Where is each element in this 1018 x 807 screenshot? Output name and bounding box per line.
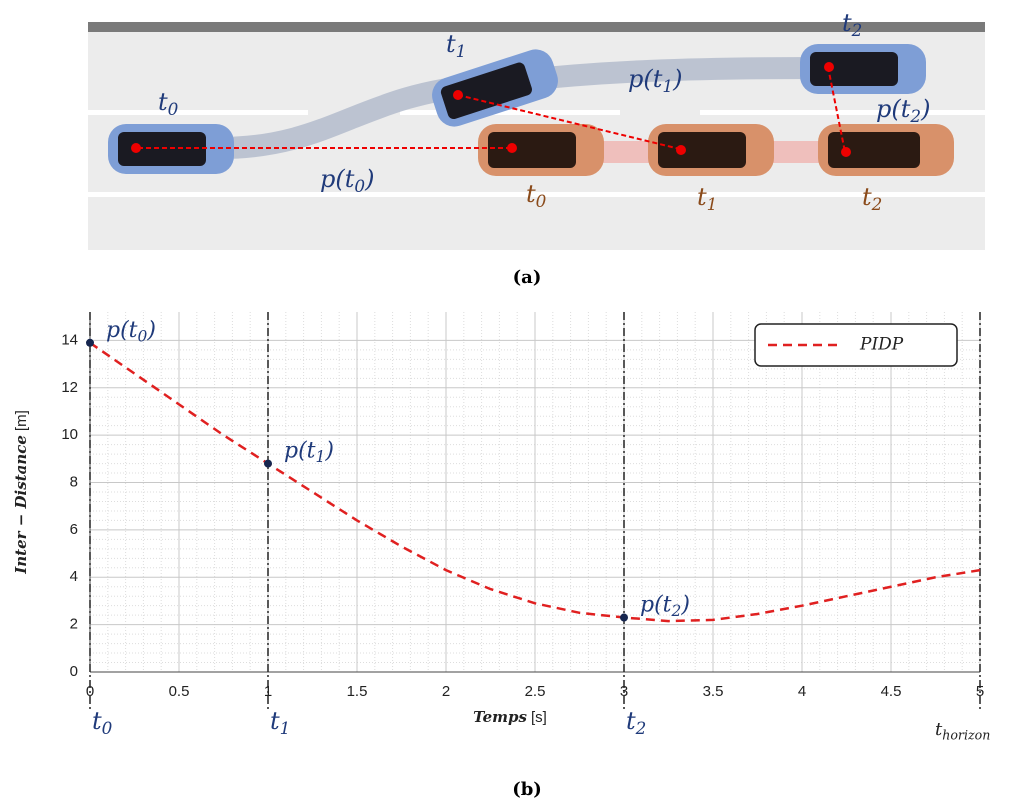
label-unit: [m] [13,410,30,431]
math-label: t2 [626,707,646,738]
label-sub: 2 [635,718,647,738]
x-tick-label: 1.5 [347,683,368,700]
distance-arrows [138,66,846,153]
label-sub: 0 [536,191,547,211]
lane-mark [400,110,620,115]
y-tick-label: 2 [70,616,78,633]
math-label: t0 [158,88,179,119]
label-sub: horizon [942,727,990,742]
y-tick-label: 4 [70,568,78,585]
caption: (b) [512,779,542,800]
road-edge [88,22,985,32]
math-label: t0 [92,707,113,738]
label-main: t [526,180,536,208]
label-sub: 1 [316,448,326,466]
math-label: t1 [270,707,290,738]
math-label: p(t0) [106,318,156,346]
label-after: ) [364,165,374,193]
x-tick-label: 0.5 [169,683,190,700]
orange-car [818,124,954,176]
series-line [89,341,981,623]
label-after: ) [324,439,334,464]
label-after: ) [920,95,930,123]
math-label: t2 [862,183,882,214]
math-label: p(t2) [640,593,690,621]
orange-car [648,124,774,176]
lane-mark [88,110,308,115]
label-unit: [s] [531,709,547,726]
x-tick-label: 3.5 [703,683,724,700]
point [264,459,272,468]
label-main: p(t [320,165,355,193]
label-main: t [697,183,707,211]
label-sub: 0 [354,176,365,196]
lane-mark [700,110,985,115]
label-main: p(t [640,593,672,618]
y-tick-label: 14 [61,331,78,348]
point [620,613,628,622]
x-axis-label: Temps [s] [473,708,547,726]
label-main: p(t [628,65,663,93]
x-tick-label: 2 [442,683,450,700]
blue-car [432,49,558,127]
label-main: Temps [473,708,527,726]
label-main: t [446,30,456,58]
label-main: t [92,707,102,735]
label-main: t [158,88,168,116]
math-label: t1 [446,30,466,61]
label-sub: 2 [671,602,682,620]
math-label: p(t0) [320,165,374,196]
label-sub: 0 [138,327,148,345]
math-label: t0 [526,180,547,211]
orange-car [478,124,604,176]
label-main: p(t [106,318,138,343]
x-tick-label: 2.5 [525,683,546,700]
label-main: t [842,9,852,37]
y-tick-label: 0 [70,663,78,680]
label-sub: 2 [871,194,883,214]
label-sub: 2 [851,20,863,40]
legend-box [754,323,958,367]
y-tick-label: 8 [70,473,78,490]
x-tick-label: 4 [798,683,806,700]
caption: (a) [513,267,542,288]
legend-label: PIDP [859,335,904,355]
label-sub: 0 [168,99,179,119]
label-sub: 0 [102,718,113,738]
label-after: ) [146,318,156,343]
y-tick-label: 6 [70,521,78,538]
math-label: t2 [842,9,862,40]
label-sub: 1 [707,194,718,214]
label-after: ) [680,593,690,618]
label-main: t [270,707,280,735]
math-label: p(t1) [284,439,334,467]
y-tick-label: 12 [61,379,78,396]
y-tick-label: 10 [61,426,78,443]
label-sub: 1 [456,41,467,61]
label-sub: 1 [280,718,291,738]
label-sub: 1 [662,76,673,96]
x-tick-label: 4.5 [881,683,902,700]
label-main: Inter − Distance [12,435,30,575]
label-main: t [626,707,636,735]
label-after: ) [672,65,682,93]
label-main: p(t [876,95,911,123]
blue-car [800,44,926,94]
y-axis-label: Inter − Distance [m] [12,410,30,575]
label-main: p(t [284,439,316,464]
label-sub: 2 [909,106,921,126]
math-label: thorizon [935,719,990,742]
label-main: t [935,719,943,740]
math-label: t1 [697,183,717,214]
label-main: t [862,183,872,211]
position-dots [131,62,851,157]
road-scene [88,22,985,250]
math-label: p(t1) [628,65,682,96]
chart: 00.511.522.533.544.5502468101214t0t1t2th… [12,312,990,742]
lane-mark [88,192,985,197]
point [86,338,94,347]
math-label: p(t2) [876,95,930,126]
